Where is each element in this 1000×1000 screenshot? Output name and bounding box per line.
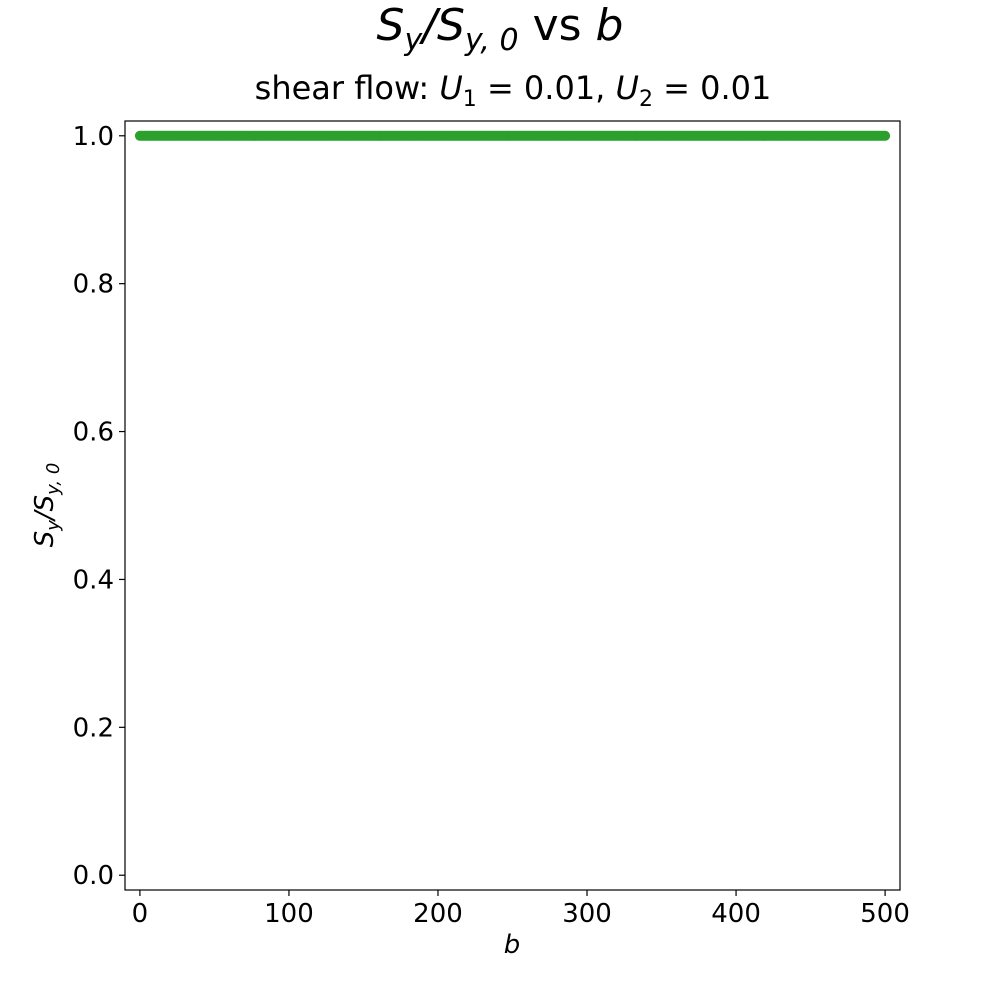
plot-area — [124, 120, 901, 891]
data-series — [134, 130, 891, 141]
y-axis-label: Sy/Sy, 0 — [30, 463, 64, 548]
y-tick-label: 0.8 — [73, 270, 114, 300]
y-tick-label: 0.0 — [73, 861, 114, 891]
data-point — [880, 130, 891, 141]
y-tick-label: 0.2 — [73, 713, 114, 743]
x-tick-label: 100 — [264, 899, 314, 929]
x-axis: 0 100 200 300 400 500 — [132, 890, 910, 929]
chart-subtitle: shear flow: U1 = 0.01, U2 = 0.01 — [255, 69, 772, 112]
y-tick-label: 1.0 — [73, 122, 114, 152]
x-tick-label: 200 — [413, 899, 463, 929]
x-tick-label: 300 — [562, 899, 612, 929]
y-tick-label: 0.4 — [73, 565, 114, 595]
chart-title: Sy/Sy, 0 vs b — [377, 0, 624, 58]
x-tick-label: 400 — [711, 899, 761, 929]
x-tick-label: 500 — [860, 899, 910, 929]
x-axis-label: b — [504, 930, 521, 960]
y-axis: 0.0 0.2 0.4 0.6 0.8 1.0 — [73, 122, 125, 891]
y-tick-label: 0.6 — [73, 418, 114, 448]
x-tick-label: 0 — [132, 899, 149, 929]
